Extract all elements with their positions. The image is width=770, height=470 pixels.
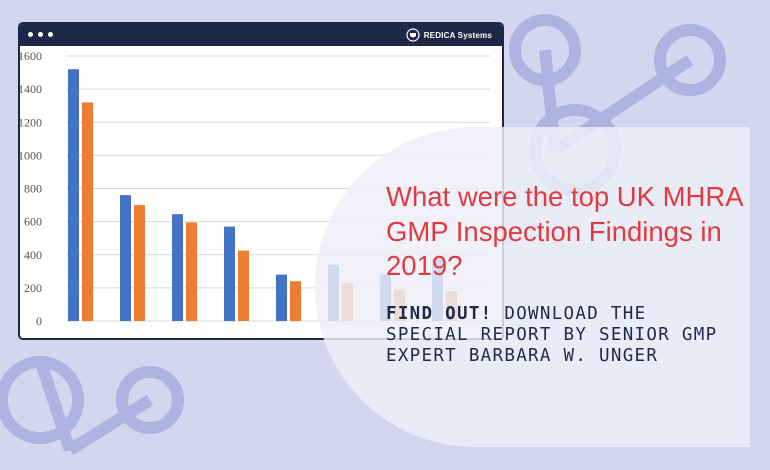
bar-series-1 bbox=[276, 274, 287, 321]
window-dot-icon bbox=[28, 32, 33, 37]
brand-logo: REDICA Systems bbox=[406, 27, 492, 43]
bar-series-2 bbox=[238, 250, 249, 321]
y-tick-label: 0 bbox=[36, 314, 42, 328]
text-overlay-panel bbox=[315, 127, 750, 447]
y-tick-label: 1400 bbox=[20, 82, 42, 96]
y-tick-label: 1200 bbox=[20, 115, 42, 129]
window-dot-icon bbox=[38, 32, 43, 37]
cta-strong: FIND OUT! bbox=[386, 304, 493, 324]
molecule-decor-bottom-left bbox=[0, 356, 184, 456]
cta-text: DOWNLOAD THE SPECIAL REPORT BY SENIOR GM… bbox=[386, 304, 718, 366]
window-titlebar: REDICA Systems bbox=[20, 24, 502, 46]
bar-series-2 bbox=[290, 281, 301, 321]
x-tick-label: 8 bbox=[285, 336, 291, 338]
y-tick-label: 1600 bbox=[20, 49, 42, 63]
x-tick-label: 3 bbox=[233, 336, 239, 338]
y-tick-label: 1000 bbox=[20, 148, 42, 162]
bar-series-1 bbox=[224, 226, 235, 321]
window-dot-icon bbox=[48, 32, 53, 37]
bar-series-2 bbox=[82, 102, 93, 321]
bar-series-1 bbox=[172, 214, 183, 321]
y-tick-label: 600 bbox=[24, 215, 42, 229]
bar-series-1 bbox=[68, 69, 79, 321]
brand-name: REDICA Systems bbox=[423, 30, 492, 40]
headline: What were the top UK MHRA GMP Inspection… bbox=[386, 181, 743, 281]
y-tick-label: 800 bbox=[24, 182, 42, 196]
bar-chart: 02004006008001000120014001600145386?? bbox=[20, 49, 490, 338]
bar-series-2 bbox=[186, 222, 197, 321]
bar-series-2 bbox=[134, 205, 145, 321]
y-tick-label: 400 bbox=[24, 248, 42, 262]
shield-emblem-icon bbox=[406, 28, 420, 42]
y-tick-label: 200 bbox=[24, 281, 42, 295]
x-tick-label: 4 bbox=[129, 336, 135, 338]
x-tick-label: 5 bbox=[181, 336, 187, 338]
x-tick-label: 1 bbox=[77, 336, 83, 338]
bar-series-1 bbox=[120, 195, 131, 321]
call-to-action[interactable]: FIND OUT! DOWNLOAD THE SPECIAL REPORT BY… bbox=[386, 304, 726, 367]
